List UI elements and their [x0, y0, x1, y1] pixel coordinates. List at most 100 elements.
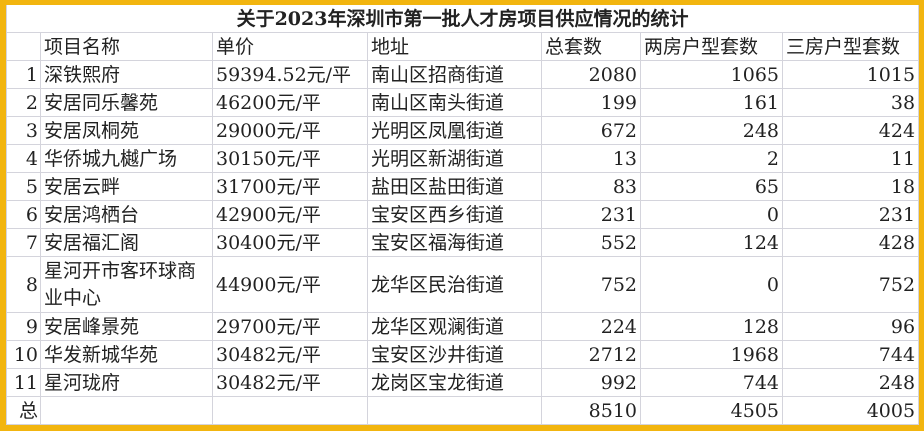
cell-no[interactable]: 8: [6, 256, 41, 313]
cell-name[interactable]: 安居福汇阁: [40, 228, 213, 257]
cell-name[interactable]: 星河珑府: [40, 368, 213, 397]
cell-three[interactable]: 231: [781, 200, 920, 229]
empty-cell[interactable]: [40, 396, 213, 425]
cell-address[interactable]: 龙华区观澜街道: [367, 312, 542, 341]
cell-two[interactable]: 744: [640, 368, 783, 397]
header-cell[interactable]: 两房户型套数: [640, 32, 783, 61]
cell-no[interactable]: 1: [6, 60, 41, 89]
cell-three[interactable]: 18: [781, 172, 920, 201]
cell-price[interactable]: 30482元/平: [212, 368, 368, 397]
cell-total[interactable]: 231: [541, 200, 641, 229]
cell-no[interactable]: 2: [6, 88, 41, 117]
cell-two[interactable]: 248: [640, 116, 783, 145]
cell-two[interactable]: 124: [640, 228, 783, 257]
total-total[interactable]: 8510: [541, 396, 641, 425]
cell-name[interactable]: 安居凤桐苑: [40, 116, 213, 145]
cell-price[interactable]: 30482元/平: [212, 340, 368, 369]
cell-total[interactable]: 552: [541, 228, 641, 257]
cell-two[interactable]: 1968: [640, 340, 783, 369]
cell-price[interactable]: 42900元/平: [212, 200, 368, 229]
cell-address[interactable]: 宝安区福海街道: [367, 228, 542, 257]
table-row: 11 星河珑府 30482元/平 龙岗区宝龙街道 992 744 248: [6, 368, 920, 397]
cell-total[interactable]: 2712: [541, 340, 641, 369]
cell-name[interactable]: 华发新城华苑: [40, 340, 213, 369]
cell-total[interactable]: 83: [541, 172, 641, 201]
cell-address[interactable]: 南山区招商街道: [367, 60, 542, 89]
cell-three[interactable]: 38: [781, 88, 920, 117]
cell-no[interactable]: 6: [6, 200, 41, 229]
table-row: 5 安居云畔 31700元/平 盐田区盐田街道 83 65 18: [6, 172, 920, 201]
cell-three[interactable]: 744: [781, 340, 920, 369]
cell-total[interactable]: 752: [541, 256, 641, 313]
cell-price[interactable]: 59394.52元/平: [212, 60, 368, 89]
cell-two[interactable]: 128: [640, 312, 783, 341]
cell-two[interactable]: 161: [640, 88, 783, 117]
cell-name[interactable]: 安居峰景苑: [40, 312, 213, 341]
header-cell[interactable]: 地址: [367, 32, 542, 61]
cell-total[interactable]: 2080: [541, 60, 641, 89]
cell-no[interactable]: 10: [6, 340, 41, 369]
cell-price[interactable]: 44900元/平: [212, 256, 368, 313]
cell-two[interactable]: 0: [640, 256, 783, 313]
cell-no[interactable]: 11: [6, 368, 41, 397]
cell-address[interactable]: 光明区新湖街道: [367, 144, 542, 173]
cell-total[interactable]: 199: [541, 88, 641, 117]
cell-address[interactable]: 光明区凤凰街道: [367, 116, 542, 145]
header-cell[interactable]: [6, 32, 41, 61]
cell-total[interactable]: 13: [541, 144, 641, 173]
cell-price[interactable]: 30150元/平: [212, 144, 368, 173]
cell-two[interactable]: 2: [640, 144, 783, 173]
cell-address[interactable]: 盐田区盐田街道: [367, 172, 542, 201]
cell-price[interactable]: 29700元/平: [212, 312, 368, 341]
cell-name[interactable]: 安居云畔: [40, 172, 213, 201]
cell-three[interactable]: 1015: [781, 60, 920, 89]
table-title[interactable]: 关于2023年深圳市第一批人才房项目供应情况的统计: [5, 5, 920, 33]
total-three[interactable]: 4005: [781, 396, 920, 425]
cell-two[interactable]: 0: [640, 200, 783, 229]
cell-two[interactable]: 1065: [640, 60, 783, 89]
cell-name[interactable]: 星河开市客环球商业中心: [40, 256, 213, 313]
cell-name[interactable]: 深铁熙府: [40, 60, 213, 89]
header-cell[interactable]: 总套数: [541, 32, 641, 61]
header-cell[interactable]: 项目名称: [40, 32, 213, 61]
total-two[interactable]: 4505: [640, 396, 783, 425]
table-row: 9 安居峰景苑 29700元/平 龙华区观澜街道 224 128 96: [6, 312, 920, 341]
table-row: 8 星河开市客环球商业中心 44900元/平 龙华区民治街道 752 0 752: [6, 256, 920, 313]
empty-cell[interactable]: [367, 396, 542, 425]
cell-no[interactable]: 9: [6, 312, 41, 341]
header-cell[interactable]: 单价: [212, 32, 368, 61]
cell-three[interactable]: 752: [781, 256, 920, 313]
cell-price[interactable]: 46200元/平: [212, 88, 368, 117]
cell-address[interactable]: 宝安区西乡街道: [367, 200, 542, 229]
cell-name[interactable]: 安居鸿栖台: [40, 200, 213, 229]
cell-total[interactable]: 992: [541, 368, 641, 397]
cell-total[interactable]: 224: [541, 312, 641, 341]
cell-three[interactable]: 428: [781, 228, 920, 257]
cell-price[interactable]: 30400元/平: [212, 228, 368, 257]
cell-no[interactable]: 5: [6, 172, 41, 201]
header-cell[interactable]: 三房户型套数: [781, 32, 920, 61]
cell-no[interactable]: 3: [6, 116, 41, 145]
cell-price[interactable]: 29000元/平: [212, 116, 368, 145]
cell-two[interactable]: 65: [640, 172, 783, 201]
cell-three[interactable]: 424: [781, 116, 920, 145]
cell-no[interactable]: 7: [6, 228, 41, 257]
cell-address[interactable]: 龙岗区宝龙街道: [367, 368, 542, 397]
cell-address[interactable]: 龙华区民治街道: [367, 256, 542, 313]
cell-address[interactable]: 宝安区沙井街道: [367, 340, 542, 369]
cell-name[interactable]: 安居同乐馨苑: [40, 88, 213, 117]
cell-three[interactable]: 248: [781, 368, 920, 397]
cell-price[interactable]: 31700元/平: [212, 172, 368, 201]
cell-no[interactable]: 4: [6, 144, 41, 173]
table-row: 7 安居福汇阁 30400元/平 宝安区福海街道 552 124 428: [6, 228, 920, 257]
total-label[interactable]: 总: [6, 396, 41, 425]
cell-total[interactable]: 672: [541, 116, 641, 145]
table-row: 6 安居鸿栖台 42900元/平 宝安区西乡街道 231 0 231: [6, 200, 920, 229]
table-row: 3 安居凤桐苑 29000元/平 光明区凤凰街道 672 248 424: [6, 116, 920, 145]
cell-name[interactable]: 华侨城九樾广场: [40, 144, 213, 173]
cell-address[interactable]: 南山区南头街道: [367, 88, 542, 117]
table-row: 4 华侨城九樾广场 30150元/平 光明区新湖街道 13 2 11: [6, 144, 920, 173]
empty-cell[interactable]: [212, 396, 368, 425]
cell-three[interactable]: 96: [781, 312, 920, 341]
cell-three[interactable]: 11: [781, 144, 920, 173]
